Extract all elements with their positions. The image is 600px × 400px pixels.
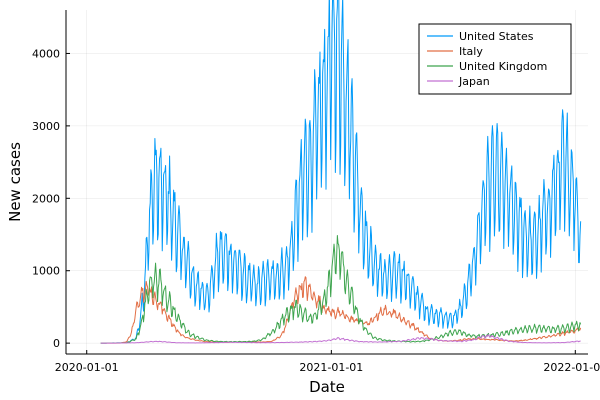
axes (65, 10, 588, 355)
x-tick-label: 2021-01-01 (299, 361, 363, 374)
y-tick-label: 3000 (32, 120, 60, 133)
y-tick-label: 2000 (32, 192, 60, 205)
tick-labels: 0 1000 2000 3000 4000 2020-01-01 2021-01-01 202… (32, 47, 600, 374)
series-line-united-states (100, 0, 582, 344)
y-tick-label: 4000 (32, 47, 60, 60)
legend-label: United Kingdom (459, 60, 547, 73)
series-lines (100, 0, 582, 344)
legend-box (418, 23, 572, 95)
series-line-italy (100, 276, 582, 344)
y-axis-title: New cases (6, 142, 24, 222)
series-line-japan (100, 334, 581, 344)
x-tick-label: 2020-01-01 (55, 361, 119, 374)
y-tick-label: 0 (53, 337, 60, 350)
legend-label: United States (459, 30, 534, 43)
x-axis-title: Date (309, 378, 345, 396)
y-tick-label: 1000 (32, 265, 60, 278)
legend-label: Italy (459, 45, 483, 58)
series-line-united-kingdom (100, 235, 582, 344)
legend-label: Japan (458, 75, 490, 88)
x-tick-label: 2022-01-01 (543, 361, 600, 374)
legend: United States Italy United Kingdom Japan (418, 23, 572, 95)
